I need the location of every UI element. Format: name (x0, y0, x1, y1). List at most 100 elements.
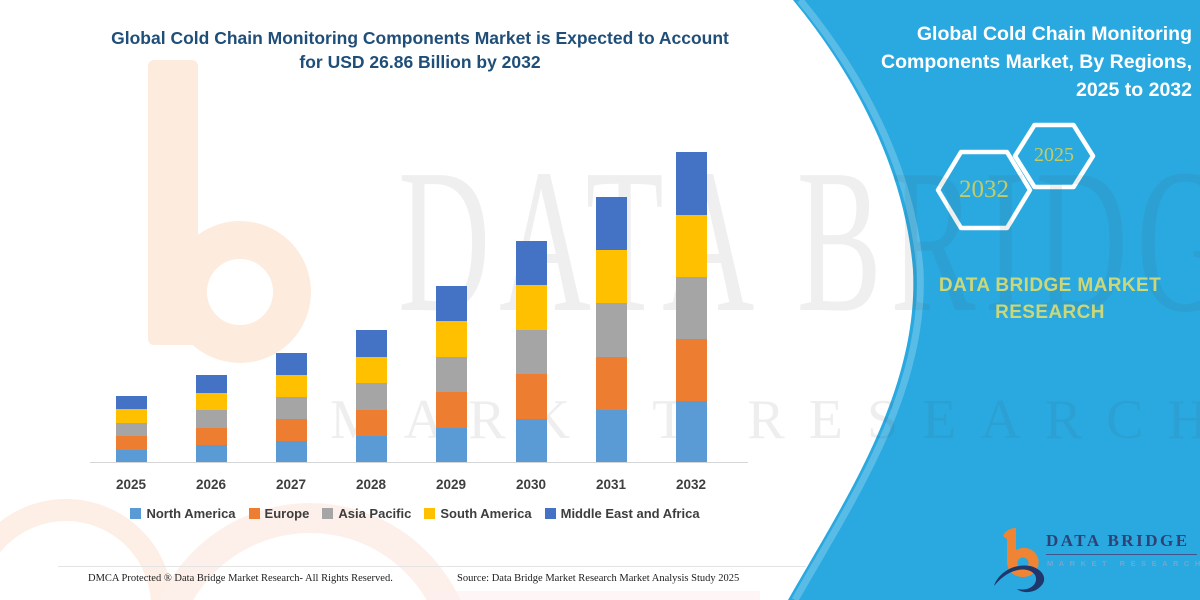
dbmr-logo-mark (994, 528, 1045, 593)
page-title: Global Cold Chain Monitoring Components … (60, 26, 780, 74)
panel-title: Global Cold Chain Monitoring Components … (772, 20, 1192, 104)
legend-swatch-north-america (130, 508, 142, 519)
bar-2032 (675, 152, 707, 463)
bar-2027-segment-europe (275, 419, 307, 441)
bar-2027 (275, 353, 307, 463)
x-axis-label-2028: 2028 (355, 477, 387, 492)
hexagon-2025-label: 2025 (1034, 144, 1074, 166)
bar-2028-segment-middle-east-and-africa (355, 330, 387, 357)
panel-title-line3: 2025 to 2032 (1075, 79, 1192, 101)
panel-title-line1: Global Cold Chain Monitoring (916, 23, 1192, 45)
hexagon-2032-label: 2032 (959, 176, 1009, 203)
brand-line2: RESEARCH (995, 302, 1105, 323)
footer-divider (58, 566, 806, 567)
bar-2026-segment-europe (195, 427, 227, 446)
legend-swatch-asia-pacific (322, 508, 334, 519)
bar-2025-segment-north-america (115, 449, 147, 463)
bar-2029-segment-asia-pacific (435, 356, 467, 393)
bar-2031-segment-europe (595, 356, 627, 410)
x-axis-line (90, 462, 748, 463)
brand-wordmark: DATA BRIDGE MARKET RESEARCH (904, 272, 1196, 326)
bar-2025-segment-europe (115, 436, 147, 450)
bar-2032-segment-north-america (675, 400, 707, 463)
x-axis-label-2031: 2031 (595, 477, 627, 492)
bar-2026-segment-north-america (195, 445, 227, 463)
teal-panel-shape (788, 0, 1200, 600)
bar-2026-segment-south-america (195, 392, 227, 411)
bar-2031-segment-middle-east-and-africa (595, 197, 627, 251)
bar-2029 (435, 286, 467, 463)
bar-2027-segment-middle-east-and-africa (275, 353, 307, 375)
hexagon-2025 (1012, 122, 1096, 190)
bar-2030 (515, 241, 547, 463)
decorative-arcs (0, 499, 760, 600)
x-axis-label-2029: 2029 (435, 477, 467, 492)
bar-2026-segment-asia-pacific (195, 410, 227, 428)
legend-label-middle-east-and-africa: Middle East and Africa (560, 506, 700, 521)
bar-2028-segment-europe (355, 409, 387, 437)
bar-2030-segment-south-america (515, 285, 547, 330)
bar-2028-segment-north-america (355, 436, 387, 463)
legend-label-asia-pacific: Asia Pacific (338, 506, 412, 521)
bar-2032-segment-asia-pacific (675, 276, 707, 339)
legend-label-north-america: North America (146, 506, 236, 521)
bar-2026-segment-middle-east-and-africa (195, 375, 227, 393)
bar-2025-segment-asia-pacific (115, 422, 147, 437)
teal-edge-highlight (791, 0, 924, 600)
legend-item-north-america: North America (130, 506, 236, 521)
legend-item-europe: Europe (248, 506, 310, 521)
bar-2032-segment-middle-east-and-africa (675, 152, 707, 215)
bar-2032-segment-europe (675, 338, 707, 401)
bar-2029-segment-middle-east-and-africa (435, 286, 467, 322)
bar-2029-segment-europe (435, 392, 467, 428)
bar-2028 (355, 330, 387, 463)
bar-2027-segment-north-america (275, 441, 307, 463)
bar-2027-segment-south-america (275, 375, 307, 397)
page-title-line2: for USD 26.86 Billion by 2032 (299, 52, 541, 72)
logo-rule (1046, 554, 1197, 555)
bar-2031-segment-asia-pacific (595, 303, 627, 357)
logo-wordmark: DATA BRIDGE (1046, 531, 1190, 550)
legend-swatch-europe (248, 508, 260, 519)
footer-source: Source: Data Bridge Market Research Mark… (457, 573, 740, 584)
x-axis-label-2032: 2032 (675, 477, 707, 492)
bar-2027-segment-asia-pacific (275, 397, 307, 419)
page-title-line1: Global Cold Chain Monitoring Components … (111, 28, 729, 48)
bar-2030-segment-asia-pacific (515, 329, 547, 375)
bar-2028-segment-asia-pacific (355, 383, 387, 410)
panel-title-line2: Components Market, By Regions, (881, 51, 1192, 73)
legend-label-europe: Europe (264, 506, 310, 521)
bar-2028-segment-south-america (355, 356, 387, 384)
legend-label-south-america: South America (440, 506, 532, 521)
bar-2025-segment-south-america (115, 409, 147, 423)
legend-swatch-middle-east-and-africa (544, 508, 556, 519)
footer-copyright: DMCA Protected ® Data Bridge Market Rese… (88, 573, 393, 584)
bar-2029-segment-north-america (435, 427, 467, 463)
chart-legend: North America Europe Asia Pacific South Ame… (55, 506, 775, 521)
x-axis-label-2027: 2027 (275, 477, 307, 492)
pale-b-watermark (148, 60, 311, 363)
bar-2030-segment-north-america (515, 418, 547, 463)
bar-2030-segment-europe (515, 374, 547, 419)
bar-2032-segment-south-america (675, 214, 707, 277)
hexagon-2032 (935, 149, 1033, 231)
bar-2025 (115, 396, 147, 463)
bar-2031 (595, 197, 627, 463)
bar-2031-segment-north-america (595, 409, 627, 463)
logo-subtitle: MARKET RESEARCH (1047, 559, 1200, 568)
x-axis-label-2030: 2030 (515, 477, 547, 492)
bar-2031-segment-south-america (595, 250, 627, 304)
legend-item-south-america: South America (424, 506, 532, 521)
legend-swatch-south-america (424, 508, 436, 519)
x-axis-label-2025: 2025 (115, 477, 147, 492)
bar-2025-segment-middle-east-and-africa (115, 396, 147, 410)
legend-item-middle-east-and-africa: Middle East and Africa (544, 506, 700, 521)
bar-2030-segment-middle-east-and-africa (515, 241, 547, 286)
x-axis-label-2026: 2026 (195, 477, 227, 492)
bar-2029-segment-south-america (435, 321, 467, 357)
bar-2026 (195, 375, 227, 463)
brand-line1: DATA BRIDGE MARKET (938, 275, 1162, 296)
